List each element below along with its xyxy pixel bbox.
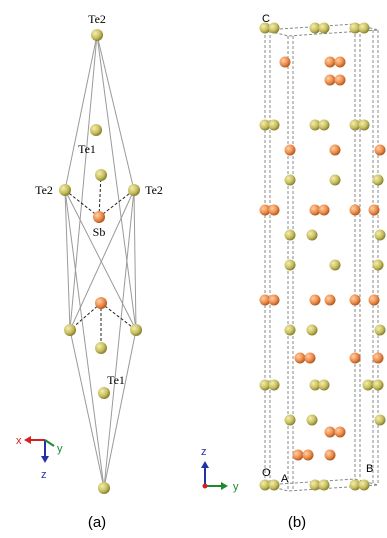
atom [330,175,341,186]
atom [303,450,314,461]
atom [130,324,142,336]
axis-label: y [57,443,63,455]
atom [335,57,346,68]
cell-label: O [262,467,271,479]
atom [285,325,296,336]
atom [310,295,321,306]
atom [373,175,384,186]
atom [98,482,110,494]
figure: Te2 Te1 Te2 Te2 Sb Te1 x y z C O A B z y… [0,0,387,538]
atom [369,295,380,306]
atom [373,380,384,391]
atom-label: Te2 [88,12,106,26]
atom-label: Te1 [78,142,96,156]
atom [285,230,296,241]
atom [269,480,280,491]
atom-label: Te1 [107,373,125,387]
atom [307,230,318,241]
axis-triad-a [24,436,54,463]
atom [293,450,304,461]
cell-label: C [262,13,270,25]
atom [269,380,280,391]
atom [269,23,280,34]
atom [375,325,386,336]
atom [59,184,71,196]
atoms-b [260,23,386,491]
atom [91,29,103,41]
atom-label: Te2 [145,183,163,197]
atom-label: Te2 [35,183,53,197]
atom [325,450,336,461]
bond-frame [65,35,136,488]
atom [90,124,102,136]
atom [375,230,386,241]
atom [335,427,346,438]
atom [285,260,296,271]
atom [325,57,336,68]
atom [285,145,296,156]
axis-label: x [16,435,22,447]
atom [375,145,386,156]
atom [330,145,341,156]
atom [319,120,330,131]
atom [98,387,110,399]
atom [128,184,140,196]
atom [319,480,330,491]
atoms-a [59,29,142,494]
atom [93,211,105,223]
axis-label: y [233,481,239,493]
atom [369,205,380,216]
caption: (a) [88,514,106,531]
atom [359,23,370,34]
unit-cell [265,24,378,491]
atom [285,175,296,186]
atom [319,23,330,34]
axis-label: z [41,469,47,481]
atom-label: Sb [93,225,106,239]
atom [95,169,107,181]
atom [373,353,384,364]
atom [305,353,316,364]
atom [307,415,318,426]
sb-bonds [65,175,136,348]
atom [280,57,291,68]
atom [359,120,370,131]
atom [335,75,346,86]
atom [359,480,370,491]
axis-label: z [201,446,207,458]
atom [307,325,318,336]
atom [269,205,280,216]
atom [319,380,330,391]
atom [319,205,330,216]
caption: (b) [288,514,306,531]
atom [269,120,280,131]
atom [295,353,306,364]
cell-label: A [281,473,289,485]
atom [325,75,336,86]
atom [350,295,361,306]
atom [269,295,280,306]
axis-triad-b [201,461,228,490]
atom [350,353,361,364]
atom [64,324,76,336]
atom [350,205,361,216]
atom [95,297,107,309]
atom [330,260,341,271]
atom [285,415,296,426]
atom [325,295,336,306]
atom [375,415,386,426]
atom [95,342,107,354]
cell-label: B [366,463,373,475]
atom [325,427,336,438]
atom [373,260,384,271]
atom [363,380,374,391]
